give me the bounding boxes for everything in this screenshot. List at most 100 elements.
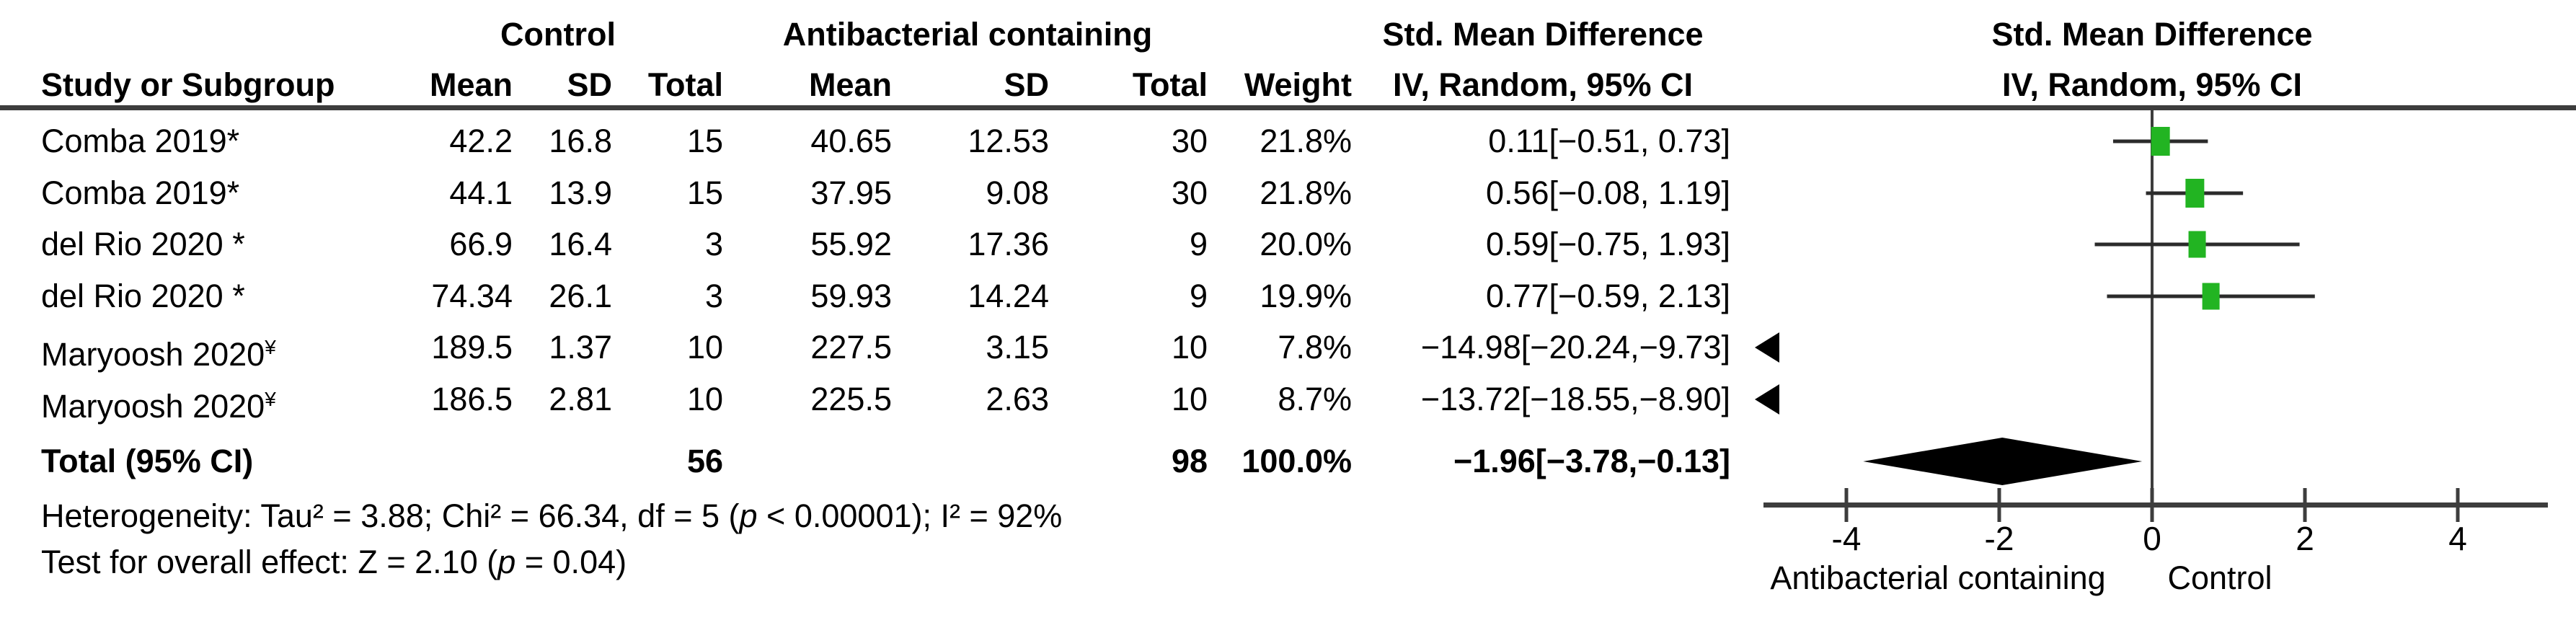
control-mean-cell: 189.5 [431,329,513,366]
exp-sd-cell: 14.24 [968,278,1049,314]
smd-marker [2151,127,2170,156]
col-header-exp-total: Total [1132,66,1208,103]
col-header-method-plot: IV, Random, 95% CI [2002,66,2302,103]
exp-total-cell: 30 [1171,174,1208,211]
exp-mean-cell: 37.95 [810,174,892,211]
exp-mean-cell: 227.5 [810,329,892,366]
study-label: Comba 2019* [41,174,240,211]
axis-tick-mark [2150,488,2154,522]
exp-mean-cell: 40.65 [810,123,892,159]
axis-caption-right: Control [2167,559,2272,596]
control-total-cell: 15 [686,123,723,159]
heterogeneity-line: Heterogeneity: Tau² = 3.88; Chi² = 66.34… [41,497,1063,534]
control-mean-cell: 42.2 [449,123,513,159]
exp-total-cell: 9 [1189,226,1208,262]
control-mean-cell: 186.5 [431,381,513,417]
axis-tick-label: -4 [1831,520,1862,557]
weight-cell: 21.8% [1260,123,1352,159]
exp-sd-cell: 12.53 [968,123,1049,159]
weight-cell: 19.9% [1260,278,1352,314]
exp-total-cell: 30 [1171,123,1208,159]
control-sd-cell: 16.4 [549,226,612,262]
col-header-exp-mean: Mean [808,66,892,103]
exp-total-cell: 10 [1171,381,1208,417]
weight-cell: 7.8% [1278,329,1352,366]
col-header-exp-sd: SD [1004,66,1049,103]
exp-sd-cell: 3.15 [986,329,1049,366]
exp-sd-cell: 2.63 [986,381,1049,417]
group-header-experimental: Antibacterial containing [782,16,1153,53]
exp-sd-cell: 9.08 [986,174,1049,211]
total-exp-total: 98 [1171,443,1208,479]
exp-total-cell: 10 [1171,329,1208,366]
study-label: Comba 2019* [41,123,240,159]
group-header-control: Control [500,16,616,53]
control-total-cell: 15 [686,174,723,211]
axis-tick-mark [1844,488,1849,522]
smd-marker [2188,231,2206,258]
control-mean-cell: 66.9 [449,226,513,262]
ci-text-cell: −14.98[−20.24,−9.73] [1420,329,1730,366]
weight-cell: 8.7% [1278,381,1352,417]
axis-tick-label: 0 [2143,520,2161,557]
weight-cell: 21.8% [1260,174,1352,211]
exp-total-cell: 9 [1189,278,1208,314]
ci-text-cell: 0.59[−0.75, 1.93] [1485,226,1730,262]
header-rule [0,105,2576,110]
total-ci-text: −1.96[−3.78,−0.13] [1453,443,1730,479]
total-diamond [1863,438,2143,485]
ci-text-cell: −13.72[−18.55,−8.90] [1420,381,1730,417]
ci-text-cell: 0.56[−0.08, 1.19] [1485,174,1730,211]
control-mean-cell: 44.1 [449,174,513,211]
offscale-left-arrow-icon [1755,332,1779,363]
weight-cell: 20.0% [1260,226,1352,262]
control-sd-cell: 1.37 [549,329,612,366]
smd-marker [2202,283,2220,310]
total-weight: 100.0% [1241,443,1352,479]
axis-tick-label: -2 [1984,520,2014,557]
control-total-cell: 10 [686,381,723,417]
control-sd-cell: 16.8 [549,123,612,159]
study-label: del Rio 2020 * [41,226,245,262]
smd-column-title: Std. Mean Difference [1382,16,1704,53]
overall-effect-line: Test for overall effect: Z = 2.10 (p = 0… [41,544,627,580]
col-header-weight: Weight [1244,66,1352,103]
control-total-cell: 3 [704,226,723,262]
axis-tick-label: 4 [2448,520,2467,557]
axis-caption-left: Antibacterial containing [1770,559,2106,596]
study-label: Maryoosh 2020¥ [41,336,276,373]
col-header-study: Study or Subgroup [41,66,335,103]
control-sd-cell: 2.81 [549,381,612,417]
axis-tick-label: 2 [2296,520,2314,557]
control-sd-cell: 13.9 [549,174,612,211]
total-control-total: 56 [686,443,723,479]
axis-tick-mark [2456,488,2460,522]
ci-text-cell: 0.11[−0.51, 0.73] [1488,123,1730,159]
col-header-control-mean: Mean [429,66,513,103]
smd-plot-title: Std. Mean Difference [1991,16,2313,53]
ci-text-cell: 0.77[−0.59, 2.13] [1485,278,1730,314]
exp-mean-cell: 225.5 [810,381,892,417]
study-label: Maryoosh 2020¥ [41,388,276,425]
zero-line [2151,110,2154,505]
smd-marker [2185,179,2205,208]
study-mark: ¥ [265,388,276,410]
x-axis-line [1763,502,2548,508]
control-total-cell: 10 [686,329,723,366]
study-label: del Rio 2020 * [41,278,245,314]
col-header-control-total: Total [647,66,723,103]
axis-tick-mark [2303,488,2307,522]
axis-tick-mark [1997,488,2001,522]
total-row-label: Total (95% CI) [41,443,254,479]
col-header-method-text: IV, Random, 95% CI [1393,66,1693,103]
control-mean-cell: 74.34 [431,278,513,314]
control-sd-cell: 26.1 [549,278,612,314]
exp-mean-cell: 55.92 [810,226,892,262]
offscale-left-arrow-icon [1755,384,1779,415]
study-mark: ¥ [265,336,276,358]
col-header-control-sd: SD [567,66,612,103]
exp-sd-cell: 17.36 [968,226,1049,262]
control-total-cell: 3 [704,278,723,314]
